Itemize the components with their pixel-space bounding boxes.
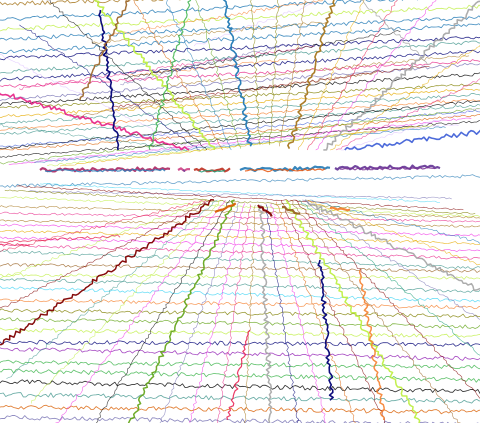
- horizon-band: [0, 166, 480, 188]
- grid-line: [318, 260, 333, 400]
- grid-line: [0, 120, 480, 158]
- grid-line: [0, 200, 206, 267]
- grid-line: [0, 390, 480, 407]
- grid-line: [330, 208, 350, 211]
- grid-line: [291, 200, 461, 423]
- grid-line: [112, 200, 234, 423]
- grid-line: [209, 204, 251, 423]
- grid-line: [266, 204, 308, 423]
- grid-line: [5, 190, 475, 214]
- grid-line: [0, 359, 480, 371]
- grid-line: [0, 402, 480, 416]
- upper-grid: [0, 0, 480, 166]
- grid-line: [0, 64, 480, 113]
- grid-line: [0, 325, 480, 340]
- grid-line: [84, 200, 230, 423]
- grid-line: [0, 200, 211, 326]
- lower-grid: [0, 184, 480, 423]
- grid-line: [0, 339, 480, 347]
- grid-line: [0, 223, 480, 238]
- grid-line: [0, 308, 480, 320]
- grid-line: [0, 205, 480, 219]
- grid-line: [0, 196, 480, 217]
- grid-line: [299, 200, 480, 379]
- grid-line: [0, 411, 480, 423]
- grid-line: [164, 54, 469, 86]
- grid-line: [0, 235, 120, 243]
- grid-line: [0, 0, 480, 14]
- grid-line: [55, 200, 225, 423]
- grid-line: [0, 0, 480, 42]
